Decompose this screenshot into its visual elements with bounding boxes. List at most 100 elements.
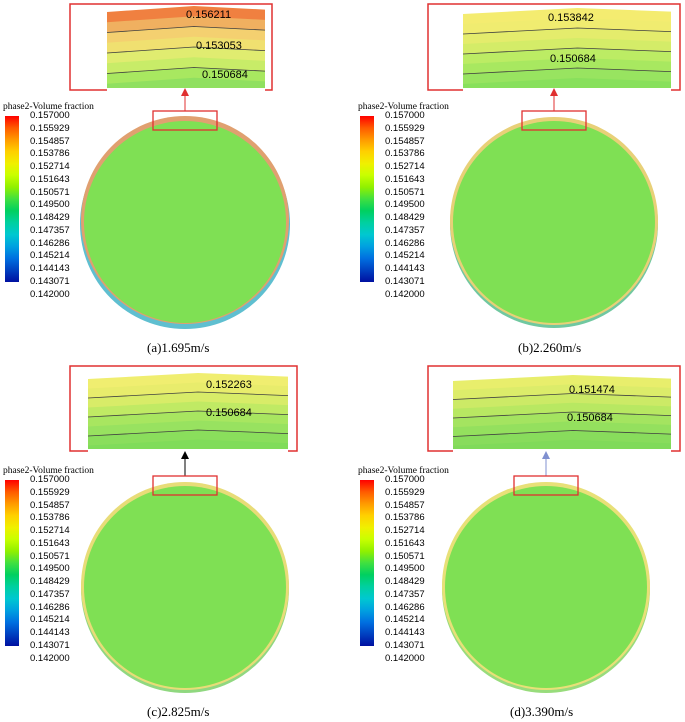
zoom-label-1: 0.156211 [186,9,231,21]
legend-tick-label: 0.152714 [385,161,425,173]
zoom-band [453,393,671,410]
legend-tick-label: 0.142000 [385,288,425,300]
caption: (d)3.390m/s [510,704,574,719]
panel-c: 0.152263 0.150684 phase2-Volume fraction… [0,361,342,722]
zoom-band [88,382,288,399]
legend-tick-label: 0.146286 [385,237,425,249]
legend-title: phase2-Volume fraction [3,466,94,476]
panel-d: 0.151474 0.150684 phase2-Volume fraction… [343,361,685,722]
legend-tick-label: 0.152714 [30,161,70,173]
legend-tick-label: 0.144143 [30,263,70,275]
legend-ticks: 0.157000 0.155929 0.154857 0.153786 0.152714… [30,474,70,665]
zoom-band [107,47,265,64]
zoom-inset [452,375,672,457]
legend-tick-label: 0.145214 [385,614,425,626]
zoom-band [88,430,288,447]
highlight-box [152,110,218,131]
legend-tick-label: 0.150571 [385,550,425,562]
legend-tick-label: 0.148429 [385,212,425,224]
zoom-band [107,57,265,75]
panel-b: 0.153842 0.150684 phase2-Volume fraction… [343,0,685,361]
diagram-d: 0.151474 0.150684 [427,365,681,693]
legend-tick-label: 0.142000 [385,652,425,664]
legend-tick-label: 0.147357 [385,588,425,600]
zoom-band [88,373,288,390]
contour-line [106,46,266,54]
cross-section-disk [84,121,286,323]
legend-tick-label: 0.153786 [385,512,425,524]
legend-tick-label: 0.154857 [385,499,425,511]
zoom-label-2: 0.153053 [196,40,242,52]
legend: phase2-Volume fraction 0.157000 0.155929 0… [358,101,498,300]
legend-ticks: 0.157000 0.155929 0.154857 0.153786 0.152714… [30,110,70,301]
zoom-arrow-head [550,88,558,96]
contour-line [462,47,672,55]
legend-tick-label: 0.149500 [30,563,70,575]
legend: phase2-Volume fraction 0.157000 0.155929 0… [358,465,498,664]
zoom-band [88,401,288,418]
legend-tick-label: 0.143071 [30,275,70,287]
zoom-band [88,411,288,428]
zoom-band [453,430,671,447]
legend: phase2-Volume fraction 0.157000 0.155929 0… [3,101,143,300]
zoom-label-1: 0.153842 [548,12,594,24]
contour-line [462,27,672,35]
legend-tick-label: 0.142000 [30,652,70,664]
zoom-label-3: 0.150684 [202,69,248,81]
contour-line [87,429,289,437]
zoom-inset [462,8,672,96]
contour-line [452,430,672,437]
caption: (c)2.825m/s [147,704,210,719]
legend-tick-label: 0.151643 [30,173,70,185]
caption: (a)1.695m/s [147,340,210,355]
legend-colorbar [360,116,374,282]
diagram-a: 0.156211 0.153053 0.150684 [69,3,290,329]
zoom-band [463,68,671,85]
cross-section-disk [453,121,655,323]
contour-line [87,391,289,399]
zoom-band [107,16,265,34]
legend-tick-label: 0.148429 [30,212,70,224]
contour-line [452,393,672,400]
legend-tick-label: 0.148429 [385,576,425,588]
legend-tick-label: 0.157000 [30,474,70,485]
zoom-band [463,48,671,65]
contour-line [87,410,289,418]
zoom-band [88,392,288,409]
legend-tick-label: 0.146286 [30,237,70,249]
legend-tick-label: 0.144143 [30,627,70,639]
legend-tick-label: 0.143071 [385,639,425,651]
highlight-box [152,475,218,496]
legend-tick-label: 0.149500 [385,199,425,211]
legend-tick-label: 0.149500 [385,563,425,575]
zoom-label-1: 0.152263 [206,379,252,391]
legend-tick-label: 0.152714 [30,525,70,537]
highlight-box [521,110,587,131]
legend-tick-label: 0.155929 [385,122,425,134]
legend-tick-label: 0.157000 [385,474,425,485]
zoom-band [463,8,671,25]
legend-tick-label: 0.148429 [30,576,70,588]
zoom-band [107,6,265,23]
zoom-label-2: 0.150684 [206,407,252,419]
zoom-arrow-head [181,88,189,96]
contour-line [452,411,672,419]
zoom-arrow-head [542,451,550,459]
legend-tick-label: 0.155929 [30,486,70,498]
legend-tick-label: 0.149500 [30,199,70,211]
zoom-band [463,58,671,75]
legend-tick-label: 0.154857 [30,135,70,147]
legend-tick-label: 0.147357 [30,224,70,236]
zoom-band [453,421,671,438]
highlight-box [513,475,579,496]
zoom-band [453,384,671,401]
zoom-label-2: 0.150684 [550,53,596,65]
legend-tick-label: 0.150571 [30,550,70,562]
legend-title: phase2-Volume fraction [358,466,449,476]
zoom-mask [463,88,671,96]
legend-tick-label: 0.151643 [30,537,70,549]
legend-tick-label: 0.150571 [385,186,425,198]
contour-line [106,26,266,33]
zoom-band [88,420,288,437]
legend-tick-label: 0.153786 [30,148,70,160]
